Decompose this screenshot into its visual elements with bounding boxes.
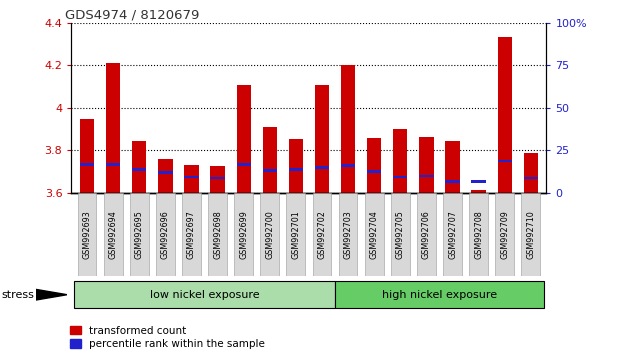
Bar bbox=[367, 170, 381, 173]
Bar bbox=[524, 153, 538, 193]
Text: GSM992703: GSM992703 bbox=[343, 210, 353, 259]
Bar bbox=[158, 159, 173, 193]
Legend: transformed count, percentile rank within the sample: transformed count, percentile rank withi… bbox=[70, 326, 265, 349]
Bar bbox=[315, 85, 329, 193]
Bar bbox=[393, 176, 407, 178]
Bar bbox=[106, 163, 120, 166]
Text: GSM992700: GSM992700 bbox=[265, 210, 274, 259]
Bar bbox=[417, 193, 436, 276]
Text: GSM992702: GSM992702 bbox=[317, 210, 327, 259]
Bar bbox=[184, 176, 199, 178]
Text: stress: stress bbox=[2, 290, 35, 300]
Bar bbox=[445, 180, 460, 183]
Text: GSM992708: GSM992708 bbox=[474, 210, 483, 259]
Text: GSM992710: GSM992710 bbox=[527, 210, 535, 259]
Bar bbox=[74, 281, 335, 308]
Text: low nickel exposure: low nickel exposure bbox=[150, 290, 260, 300]
Text: GSM992707: GSM992707 bbox=[448, 210, 457, 259]
Text: GSM992695: GSM992695 bbox=[135, 210, 144, 259]
Text: high nickel exposure: high nickel exposure bbox=[382, 290, 497, 300]
Bar bbox=[338, 193, 358, 276]
Bar bbox=[80, 163, 94, 166]
Bar bbox=[237, 85, 251, 193]
Bar bbox=[497, 160, 512, 162]
Bar bbox=[419, 175, 433, 177]
Bar bbox=[184, 165, 199, 193]
Bar bbox=[156, 193, 175, 276]
Text: GSM992705: GSM992705 bbox=[396, 210, 405, 259]
Bar bbox=[419, 137, 433, 193]
Bar bbox=[471, 190, 486, 193]
Text: GSM992693: GSM992693 bbox=[83, 210, 91, 259]
Bar bbox=[341, 65, 355, 193]
Bar bbox=[335, 281, 544, 308]
Text: GSM992699: GSM992699 bbox=[239, 210, 248, 259]
Bar bbox=[263, 169, 277, 172]
Bar bbox=[158, 171, 173, 174]
Text: GSM992698: GSM992698 bbox=[213, 210, 222, 259]
Bar bbox=[522, 193, 540, 276]
Bar bbox=[471, 180, 486, 183]
Bar bbox=[312, 193, 332, 276]
Bar bbox=[211, 166, 225, 193]
Bar bbox=[211, 177, 225, 179]
Bar bbox=[234, 193, 253, 276]
Bar bbox=[286, 193, 306, 276]
Bar bbox=[365, 193, 384, 276]
Bar bbox=[104, 193, 122, 276]
Bar bbox=[367, 138, 381, 193]
Bar bbox=[443, 193, 462, 276]
Text: GSM992694: GSM992694 bbox=[109, 210, 117, 259]
Bar bbox=[208, 193, 227, 276]
Text: GSM992704: GSM992704 bbox=[369, 210, 379, 259]
Bar bbox=[260, 193, 279, 276]
Bar bbox=[130, 193, 148, 276]
Bar bbox=[80, 119, 94, 193]
Text: GSM992697: GSM992697 bbox=[187, 210, 196, 259]
Bar bbox=[524, 177, 538, 179]
Bar bbox=[315, 166, 329, 169]
Bar bbox=[391, 193, 410, 276]
Text: GSM992701: GSM992701 bbox=[291, 210, 301, 259]
Text: GSM992706: GSM992706 bbox=[422, 210, 431, 259]
Bar bbox=[289, 139, 303, 193]
Bar bbox=[132, 141, 147, 193]
Bar bbox=[182, 193, 201, 276]
Bar bbox=[341, 164, 355, 167]
Bar bbox=[78, 193, 96, 276]
Polygon shape bbox=[36, 289, 67, 300]
Bar bbox=[237, 163, 251, 166]
Text: GSM992696: GSM992696 bbox=[161, 210, 170, 259]
Bar bbox=[393, 129, 407, 193]
Bar bbox=[132, 168, 147, 171]
Bar bbox=[445, 141, 460, 193]
Bar bbox=[497, 37, 512, 193]
Text: GSM992709: GSM992709 bbox=[501, 210, 509, 259]
Bar bbox=[106, 63, 120, 193]
Bar bbox=[289, 168, 303, 171]
Bar bbox=[496, 193, 514, 276]
Bar bbox=[469, 193, 488, 276]
Bar bbox=[263, 127, 277, 193]
Text: GDS4974 / 8120679: GDS4974 / 8120679 bbox=[65, 9, 199, 22]
